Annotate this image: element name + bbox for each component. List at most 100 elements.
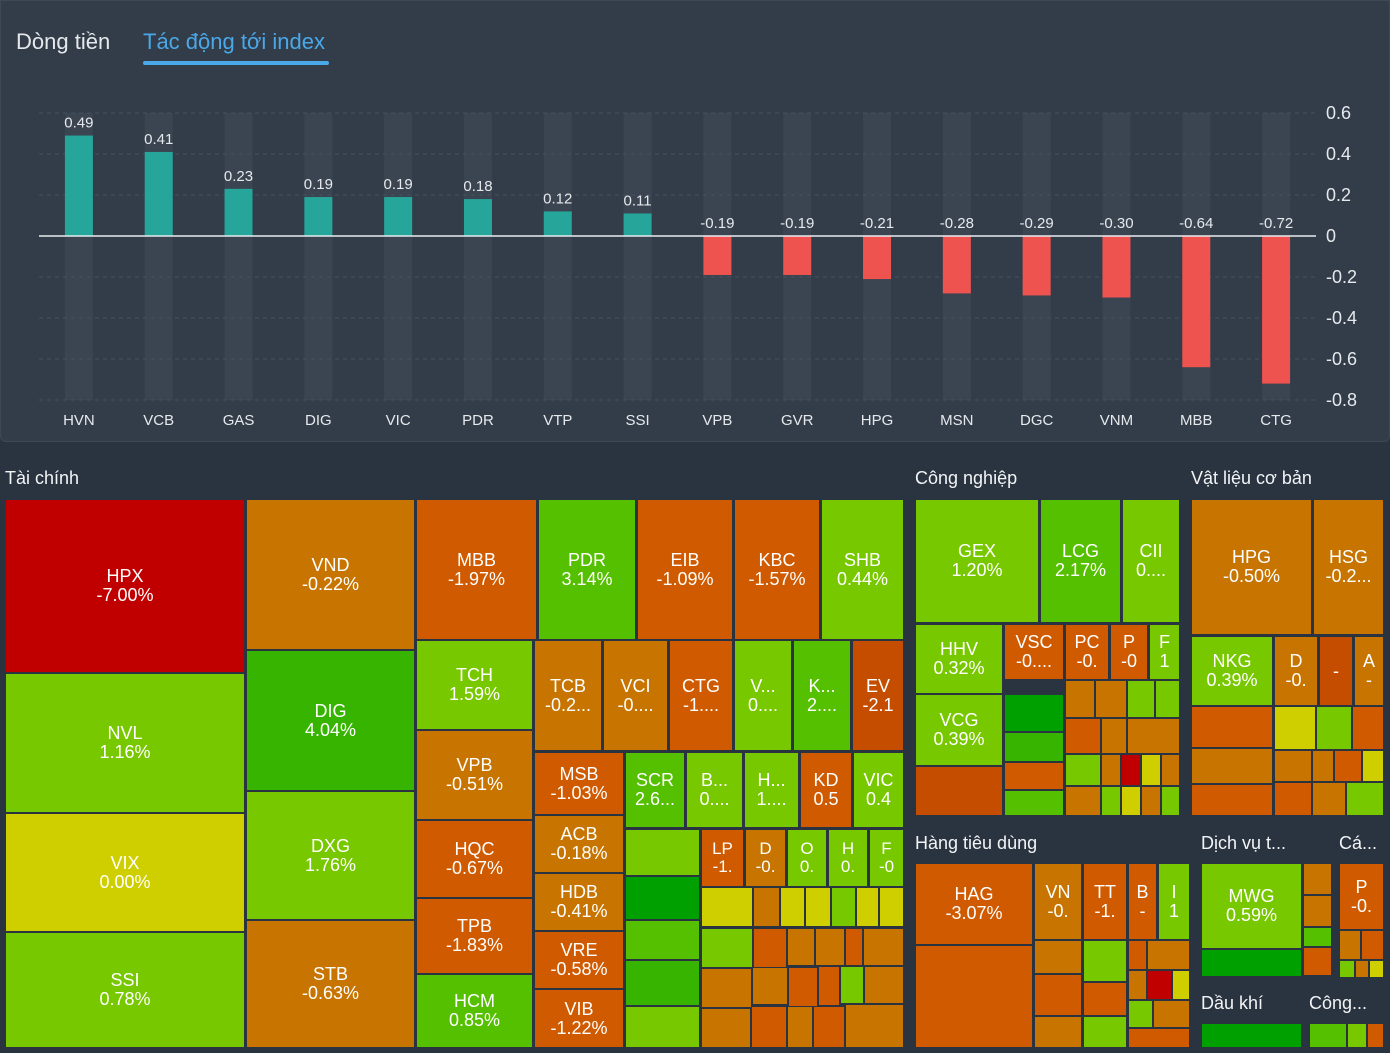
heatmap-tile[interactable]: HQC -0.67% — [416, 820, 533, 898]
heatmap-small-tile[interactable] — [1101, 718, 1127, 754]
heatmap-small-tile[interactable] — [701, 887, 753, 927]
heatmap-tile[interactable]: LP -1. — [701, 829, 744, 887]
heatmap-tile[interactable]: MBB -1.97% — [416, 499, 537, 640]
heatmap-tile[interactable]: HAG -3.07% — [915, 863, 1033, 945]
heatmap-small-tile[interactable] — [1121, 754, 1141, 786]
heatmap-small-tile[interactable] — [1346, 782, 1384, 816]
heatmap-tile[interactable]: EIB -1.09% — [637, 499, 733, 640]
heatmap-small-tile[interactable] — [1274, 782, 1312, 816]
heatmap-small-tile[interactable] — [753, 928, 787, 968]
heatmap-small-tile[interactable] — [625, 829, 700, 876]
heatmap-small-tile[interactable] — [1172, 970, 1190, 1000]
heatmap-tile[interactable]: CII 0.... — [1122, 499, 1180, 623]
heatmap-tile[interactable]: VSC -0.... — [1004, 624, 1064, 680]
heatmap-small-tile[interactable] — [752, 967, 788, 1005]
heatmap-small-tile[interactable] — [856, 887, 879, 927]
heatmap-small-tile[interactable] — [1355, 960, 1369, 978]
heatmap-tile[interactable]: D -0. — [1274, 636, 1318, 706]
heatmap-small-tile[interactable] — [1083, 940, 1127, 982]
heatmap-small-tile[interactable] — [1303, 927, 1332, 947]
heatmap-tile[interactable]: B- — [1128, 863, 1157, 940]
heatmap-tile[interactable]: VIC 0.4 — [853, 752, 904, 828]
heatmap-small-tile[interactable] — [625, 960, 700, 1006]
heatmap-small-tile[interactable] — [1083, 1016, 1127, 1048]
heatmap-small-tile[interactable] — [840, 966, 864, 1004]
heatmap-tile[interactable]: VIX 0.00% — [5, 813, 245, 932]
heatmap-tile[interactable]: VPB -0.51% — [416, 730, 533, 820]
heatmap-small-tile[interactable] — [701, 968, 752, 1008]
heatmap-small-tile[interactable] — [1034, 974, 1082, 1016]
heatmap-small-tile[interactable] — [1191, 784, 1273, 816]
heatmap-small-tile[interactable] — [1201, 949, 1302, 977]
heatmap-tile[interactable]: NKG 0.39% — [1191, 636, 1273, 706]
heatmap-tile[interactable]: LCG 2.17% — [1040, 499, 1121, 623]
heatmap-small-tile[interactable] — [1362, 750, 1384, 782]
heatmap-tile[interactable]: A- — [1354, 636, 1384, 706]
heatmap-small-tile[interactable] — [1004, 790, 1064, 816]
heatmap-small-tile[interactable] — [1004, 694, 1064, 732]
heatmap-small-tile[interactable] — [1127, 680, 1155, 718]
heatmap-small-tile[interactable] — [625, 1006, 700, 1048]
heatmap-small-tile[interactable] — [818, 966, 840, 1006]
heatmap-tile[interactable]: H 0. — [828, 829, 868, 887]
heatmap-tile[interactable]: ACB -0.18% — [534, 815, 624, 873]
heatmap-small-tile[interactable] — [1161, 786, 1180, 816]
heatmap-tile[interactable]: EV -2.1 — [852, 640, 904, 751]
heatmap-small-tile[interactable] — [1095, 680, 1127, 718]
heatmap-small-tile[interactable] — [701, 1008, 751, 1048]
heatmap-small-tile[interactable] — [864, 966, 904, 1004]
heatmap-small-tile[interactable] — [1128, 1000, 1153, 1028]
heatmap-small-tile[interactable] — [1367, 1023, 1384, 1048]
heatmap-tile[interactable]: TPB -1.83% — [416, 898, 533, 974]
heatmap-tile[interactable]: KBC -1.57% — [734, 499, 820, 640]
heatmap-small-tile[interactable] — [751, 1006, 787, 1048]
heatmap-tile[interactable]: TCB -0.2... — [534, 640, 602, 751]
heatmap-tile[interactable]: CTG -1.... — [669, 640, 733, 751]
heatmap-small-tile[interactable] — [1303, 947, 1332, 976]
heatmap-small-tile[interactable] — [1065, 754, 1101, 786]
heatmap-small-tile[interactable] — [1004, 762, 1064, 790]
heatmap-small-tile[interactable] — [1128, 970, 1147, 1000]
heatmap-tile[interactable]: SSI 0.78% — [5, 932, 245, 1048]
heatmap-small-tile[interactable] — [1101, 754, 1121, 786]
heatmap-tile[interactable]: F -0 — [869, 829, 904, 887]
heatmap-tile[interactable]: TCH 1.59% — [416, 640, 533, 730]
heatmap-small-tile[interactable] — [625, 876, 700, 920]
heatmap-tile[interactable]: DXG 1.76% — [246, 791, 415, 920]
heatmap-small-tile[interactable] — [1312, 782, 1346, 816]
heatmap-tile[interactable]: SHB 0.44% — [821, 499, 904, 640]
heatmap-small-tile[interactable] — [787, 928, 815, 966]
heatmap-small-tile[interactable] — [1309, 1023, 1347, 1048]
heatmap-small-tile[interactable] — [1274, 706, 1316, 750]
heatmap-small-tile[interactable] — [1274, 750, 1312, 782]
heatmap-small-tile[interactable] — [805, 887, 831, 927]
heatmap-small-tile[interactable] — [845, 1004, 904, 1048]
heatmap-small-tile[interactable] — [701, 928, 753, 968]
heatmap-small-tile[interactable] — [1128, 940, 1147, 970]
heatmap-small-tile[interactable] — [1128, 1028, 1190, 1048]
heatmap-small-tile[interactable] — [787, 1006, 813, 1048]
heatmap-small-tile[interactable] — [813, 1006, 845, 1048]
heatmap-small-tile[interactable] — [1339, 960, 1355, 978]
heatmap-small-tile[interactable] — [1191, 706, 1273, 748]
heatmap-tile[interactable]: HCM 0.85% — [416, 974, 533, 1048]
heatmap-tile[interactable]: MSB -1.03% — [534, 752, 624, 815]
heatmap-tile[interactable]: VCI -0.... — [603, 640, 668, 751]
heatmap-tile[interactable]: STB -0.63% — [246, 920, 415, 1048]
heatmap-small-tile[interactable] — [753, 887, 780, 927]
heatmap-small-tile[interactable] — [845, 928, 863, 966]
heatmap-tile[interactable]: VIB -1.22% — [534, 989, 624, 1048]
heatmap-tile[interactable]: GEX 1.20% — [915, 499, 1039, 623]
heatmap-tile[interactable]: - — [1319, 636, 1353, 706]
heatmap-small-tile[interactable] — [1141, 786, 1161, 816]
heatmap-small-tile[interactable] — [1153, 1000, 1190, 1028]
heatmap-tile[interactable]: VCG 0.39% — [915, 694, 1003, 766]
heatmap-tile[interactable]: PDR 3.14% — [538, 499, 636, 640]
heatmap-small-tile[interactable] — [863, 928, 904, 966]
heatmap-small-tile[interactable] — [1201, 1023, 1302, 1048]
heatmap-small-tile[interactable] — [1312, 750, 1334, 782]
heatmap-small-tile[interactable] — [1161, 754, 1180, 786]
tab-money-flow[interactable]: Dòng tiền — [16, 29, 111, 54]
